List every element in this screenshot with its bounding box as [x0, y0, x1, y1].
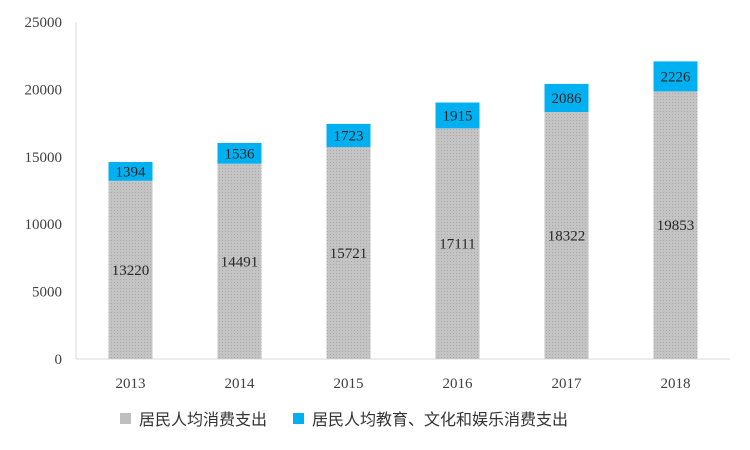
y-tick-label: 20000 [25, 82, 63, 98]
bar-consumption [435, 128, 480, 359]
data-label-education: 1536 [225, 146, 256, 162]
legend-item-consumption: 居民人均消费支出 [120, 406, 267, 430]
legend-label-education: 居民人均教育、文化和娱乐消费支出 [312, 410, 569, 429]
bar-education [217, 142, 262, 164]
bar-consumption [108, 180, 153, 359]
legend-swatch-grey [120, 412, 131, 424]
y-tick-label: 10000 [25, 217, 63, 233]
data-label-education: 2226 [661, 69, 692, 85]
data-label-education: 1723 [334, 128, 364, 144]
x-tick-label: 2014 [225, 376, 256, 392]
y-axis-ticks: 0 5000 10000 15000 20000 25000 [25, 15, 63, 368]
x-tick-label: 2018 [661, 376, 691, 392]
x-tick-label: 2013 [116, 376, 146, 392]
legend-item-education: 居民人均教育、文化和娱乐消费支出 [293, 406, 568, 430]
bar-consumption [326, 147, 371, 359]
x-tick-label: 2015 [334, 376, 364, 392]
data-label-consumption: 14491 [221, 254, 259, 270]
data-label-consumption: 18322 [548, 229, 586, 245]
legend-label-consumption: 居民人均消费支出 [139, 410, 268, 429]
bar-consumption [217, 163, 262, 359]
y-tick-label: 5000 [32, 285, 62, 301]
legend-swatch-blue [293, 412, 305, 424]
bars-group: 13220 1394 14491 1536 15721 1723 17111 1915 1832… [108, 61, 698, 359]
bar-education [435, 102, 480, 129]
x-tick-label: 2016 [443, 376, 474, 392]
x-tick-label: 2017 [552, 376, 583, 392]
x-axis-ticks: 2013 2014 2015 2016 2017 2018 [116, 376, 691, 392]
data-label-consumption: 15721 [330, 246, 368, 262]
data-label-education: 2086 [552, 91, 583, 107]
bar-consumption [653, 91, 698, 359]
bar-education [326, 123, 371, 148]
data-label-consumption: 13220 [112, 263, 150, 279]
y-tick-label: 15000 [25, 150, 63, 166]
y-tick-label: 25000 [25, 15, 63, 31]
bar-education [108, 162, 153, 181]
data-label-education: 1915 [443, 108, 473, 124]
bar-education [653, 61, 698, 92]
data-label-education: 1394 [116, 164, 147, 180]
bar-consumption [544, 112, 589, 359]
y-tick-label: 0 [55, 352, 63, 368]
data-label-consumption: 17111 [439, 237, 475, 253]
bar-education [544, 83, 589, 113]
legend: 居民人均消费支出 居民人均教育、文化和娱乐消费支出 [120, 406, 594, 430]
data-label-consumption: 19853 [657, 218, 695, 234]
